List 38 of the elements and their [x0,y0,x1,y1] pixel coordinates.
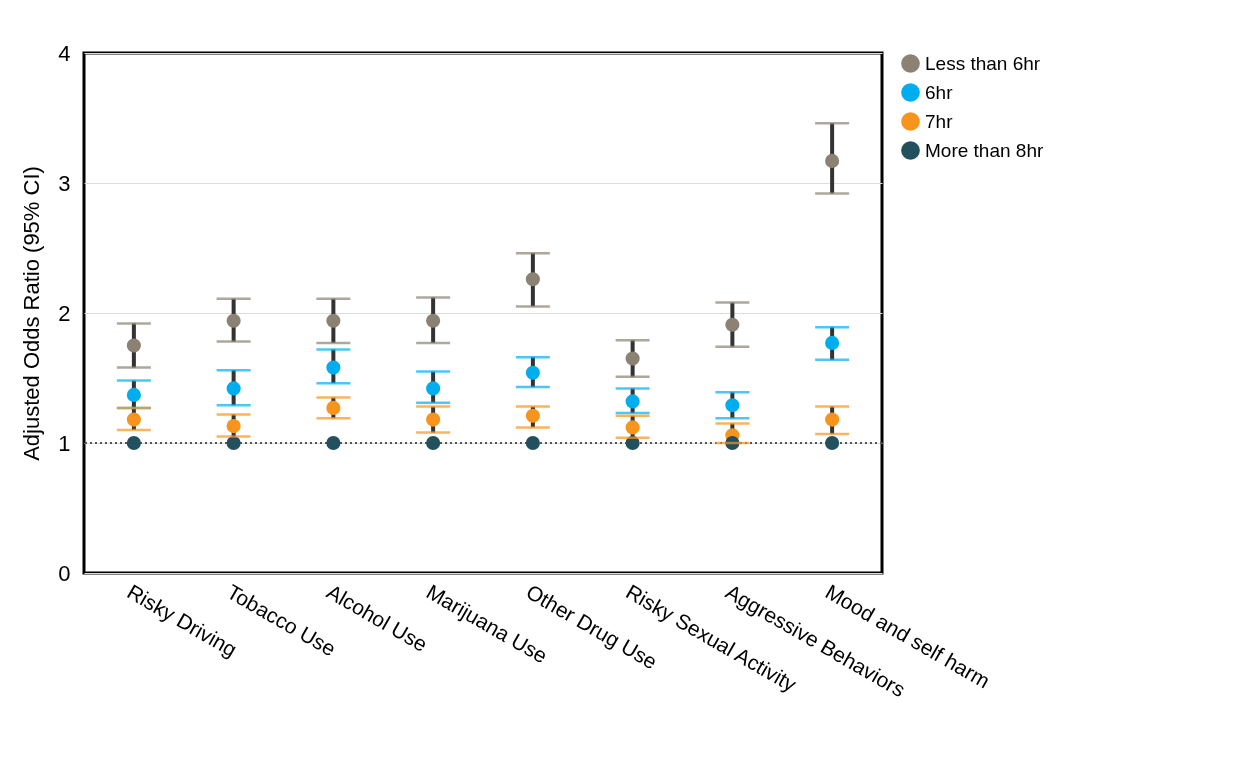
point [426,435,441,451]
point [126,435,141,451]
legend-label: Less than 6hr [925,52,1041,74]
point [126,338,141,353]
point [525,435,540,451]
point [326,313,341,328]
legend-label: 6hr [925,81,954,103]
point [825,412,840,427]
legend-label: 7hr [925,110,954,132]
point [725,317,740,332]
point [525,408,540,423]
point [625,351,640,366]
point [825,153,840,168]
legend-label: More than 8hr [925,139,1044,161]
y-tick-label: 1 [58,430,71,456]
point [226,313,241,328]
point [525,272,540,287]
point [426,412,441,427]
y-tick-label: 0 [58,560,71,586]
point [725,398,740,413]
point [625,394,640,409]
y-tick-label: 2 [58,300,71,326]
point [426,381,441,396]
y-tick-label: 3 [58,170,71,196]
y-tick-label: 4 [58,40,71,66]
point [825,435,840,451]
point [326,435,341,451]
point [625,420,640,435]
point [825,335,840,350]
point [126,412,141,427]
point [326,400,341,415]
point [126,387,141,402]
y-axis-title: Adjusted Odds Ratio (95% CI) [19,166,45,461]
point [226,381,241,396]
point [226,419,241,434]
point [426,313,441,328]
point [525,365,540,380]
point [326,360,341,375]
